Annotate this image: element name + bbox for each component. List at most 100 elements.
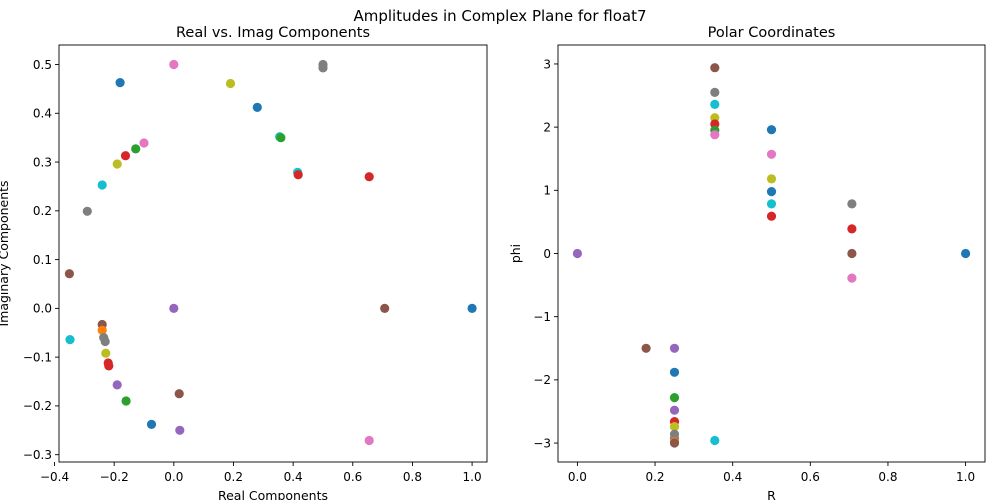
polar-axes: 0.0 0.2 0.4 0.6 0.8 1.0 −3 −2 −1 0 1 2 3 Polar Coordi… [508, 25, 986, 503]
real-imag-xlabel: Real Components [218, 488, 328, 500]
real-imag-ylabel: Imaginary Components [0, 180, 11, 326]
polar-ytick-label: −3 [533, 436, 551, 450]
real-imag-point [101, 348, 111, 358]
polar-point [847, 224, 857, 234]
polar-point [641, 343, 651, 353]
real-imag-frame [58, 44, 488, 463]
real-imag-ytick-label: 0.0 [33, 302, 52, 316]
polar-point [766, 125, 777, 135]
real-imag-xtick-label: −0.2 [100, 470, 129, 484]
polar-point [766, 149, 777, 159]
polar-ytick-label: 0 [543, 247, 551, 261]
real-imag-xtick-label: 0.6 [343, 470, 362, 484]
polar-point [669, 422, 680, 432]
real-imag-point [174, 389, 184, 399]
real-imag-point [131, 144, 141, 154]
real-imag-point [467, 303, 477, 313]
real-imag-point [104, 361, 114, 371]
real-imag-xtick-label: 0.0 [164, 470, 183, 484]
polar-point [710, 87, 720, 97]
real-imag-points [64, 59, 477, 446]
polar-point [847, 248, 857, 259]
polar-xtick-label: 1.0 [956, 470, 975, 484]
polar-point [766, 211, 777, 221]
real-imag-point [120, 151, 131, 161]
real-imag-ytick-label: 0.2 [33, 204, 52, 218]
real-imag-ytick-label: −0.2 [23, 399, 52, 413]
real-imag-point [364, 435, 374, 446]
polar-ytick-label: −2 [533, 373, 551, 387]
real-imag-axes: −0.4 −0.2 0.0 0.2 0.4 0.6 0.8 1.0 −0.3 −0.2 −0.1 0.… [0, 25, 488, 503]
real-imag-point [139, 138, 149, 148]
real-imag-point [169, 59, 179, 70]
polar-point [710, 435, 720, 446]
polar-point [669, 405, 680, 415]
polar-ytick-label: −1 [533, 310, 551, 324]
real-imag-ytick-label: 0.4 [33, 107, 52, 121]
polar-point [710, 99, 720, 109]
polar-ytick-label: 2 [543, 120, 551, 134]
real-imag-title: Real vs. Imag Components [176, 25, 370, 41]
polar-frame [557, 44, 986, 463]
real-imag-xtick-label: 1.0 [463, 470, 482, 484]
real-imag-ytick-label: −0.1 [23, 350, 52, 364]
polar-point [710, 130, 720, 140]
polar-title: Polar Coordinates [708, 25, 836, 41]
figure-suptitle: Amplitudes in Complex Plane for float7 [354, 7, 647, 25]
real-imag-ytick-label: 0.1 [33, 253, 52, 267]
real-imag-point [97, 325, 107, 335]
real-imag-xtick-label: −0.4 [40, 470, 69, 484]
real-imag-xtick-label: 0.4 [284, 470, 303, 484]
real-imag-point [175, 425, 185, 435]
real-imag-point [121, 396, 131, 406]
polar-ytick-label: 3 [543, 57, 551, 71]
real-imag-point [380, 303, 390, 313]
real-imag-point [318, 63, 328, 73]
real-imag-point [115, 78, 125, 88]
real-imag-point [112, 159, 122, 169]
polar-point [766, 174, 777, 184]
polar-xlabel: R [767, 488, 776, 500]
polar-xtick-label: 0.6 [801, 470, 820, 484]
polar-ytick-label: 1 [543, 184, 551, 198]
real-imag-point [146, 419, 157, 429]
polar-point [710, 119, 720, 129]
real-imag-point [65, 335, 75, 345]
polar-point [847, 273, 857, 283]
real-imag-point [112, 380, 122, 390]
polar-points [572, 63, 971, 448]
real-imag-point [225, 78, 236, 89]
polar-point [669, 343, 680, 353]
real-imag-point [97, 180, 107, 190]
real-imag-point [82, 206, 92, 216]
real-imag-point [169, 303, 179, 313]
polar-xtick-label: 0.0 [568, 470, 587, 484]
polar-point [669, 367, 680, 377]
polar-point [847, 199, 857, 209]
polar-point [710, 63, 720, 73]
polar-point [669, 393, 680, 403]
real-imag-point [252, 102, 262, 112]
polar-xtick-label: 0.4 [723, 470, 742, 484]
polar-point [766, 199, 777, 209]
real-imag-point [276, 133, 286, 143]
real-imag-point [364, 172, 374, 182]
real-imag-ytick-label: 0.5 [33, 58, 52, 72]
real-imag-ytick-label: −0.3 [23, 448, 52, 462]
real-imag-xtick-label: 0.2 [224, 470, 243, 484]
real-imag-point [293, 170, 303, 180]
polar-point [710, 113, 720, 123]
real-imag-ytick-label: 0.3 [33, 155, 52, 169]
polar-point [766, 187, 777, 197]
polar-point [572, 248, 583, 259]
polar-xtick-label: 0.8 [878, 470, 897, 484]
real-imag-point [64, 269, 74, 279]
real-imag-point [100, 336, 110, 347]
polar-xtick-label: 0.2 [645, 470, 664, 484]
real-imag-xtick-label: 0.8 [403, 470, 422, 484]
polar-point [669, 438, 680, 448]
polar-point [961, 248, 971, 259]
polar-ylabel: phi [508, 244, 523, 263]
